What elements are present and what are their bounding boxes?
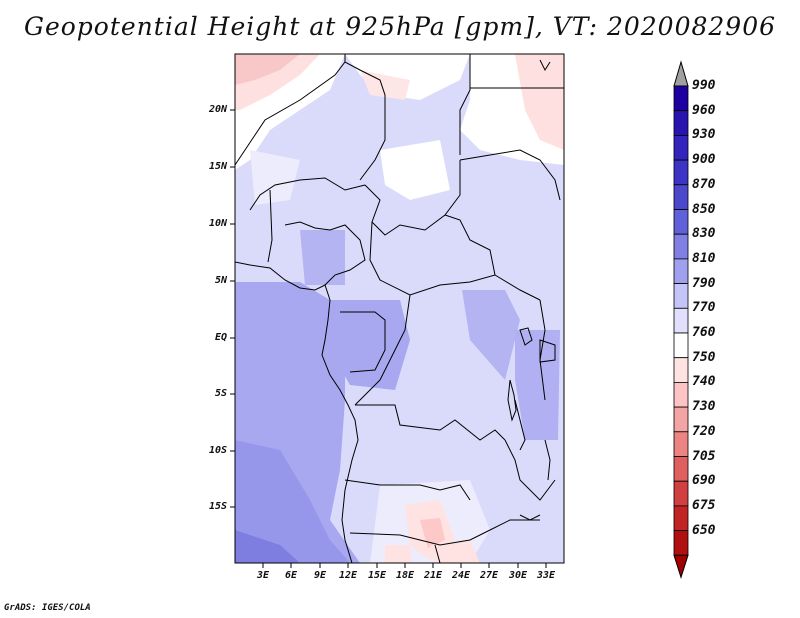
colorbar-label: 870 <box>692 176 716 192</box>
colorbar-label: 690 <box>692 473 716 489</box>
colorbar-label: 720 <box>692 423 716 439</box>
colorbar-swatch <box>673 357 689 383</box>
colorbar-swatch <box>673 159 689 186</box>
lat-label-20n: 20N <box>208 104 227 115</box>
lat-label-5s: 5S <box>214 388 227 399</box>
colorbar-swatch <box>673 381 689 408</box>
lat-label-5n: 5N <box>214 275 227 286</box>
colorbar-swatch <box>673 431 689 457</box>
colorbar-label: 760 <box>692 325 716 340</box>
lat-label-15n: 15N <box>208 161 227 172</box>
colorbar-label: 770 <box>692 300 716 316</box>
colorbar-swatch <box>673 258 689 284</box>
map-frame <box>234 53 565 564</box>
colorbar-label: 900 <box>692 152 716 168</box>
colorbar-label: 960 <box>692 102 716 118</box>
lon-label-6e: 6E <box>284 570 298 581</box>
colorbar-swatch <box>673 110 689 136</box>
lon-label-18e: 18E <box>395 570 415 581</box>
lon-label-24e: 24E <box>451 570 471 581</box>
colorbar-label: 650 <box>692 522 716 538</box>
colorbar-swatch <box>673 134 689 161</box>
colorbar-top-arrow <box>673 60 689 87</box>
lon-label-21e: 21E <box>423 570 443 581</box>
colorbar-swatch <box>673 85 689 112</box>
colorbar-swatch <box>673 505 689 531</box>
colorbar-swatch <box>673 332 689 359</box>
footer-credit: GrADS: IGES/COLA <box>4 603 91 613</box>
lon-label-12e: 12E <box>338 570 358 581</box>
colorbar <box>673 60 689 579</box>
colorbar-label: 705 <box>692 448 716 464</box>
height-field <box>235 54 564 563</box>
colorbar-swatch <box>673 456 689 482</box>
colorbar-label: 990 <box>692 78 716 93</box>
colorbar-swatch <box>673 530 689 556</box>
lat-label-10n: 10N <box>208 218 227 229</box>
lon-label-27e: 27E <box>479 570 499 581</box>
colorbar-swatch <box>673 184 689 210</box>
colorbar-label: 850 <box>692 201 716 217</box>
colorbar-swatch <box>673 480 689 507</box>
lat-label-10s: 10S <box>208 445 227 456</box>
lon-label-30e: 30E <box>508 570 528 581</box>
colorbar-swatch <box>673 406 689 433</box>
colorbar-swatch <box>673 233 689 260</box>
colorbar-label: 930 <box>692 127 716 143</box>
colorbar-label: 830 <box>692 226 716 242</box>
colorbar-swatch <box>673 283 689 309</box>
colorbar-swatch <box>673 209 689 235</box>
lat-label-eq: EQ <box>214 332 227 343</box>
colorbar-label: 675 <box>692 497 716 513</box>
colorbar-label: 810 <box>692 250 716 266</box>
colorbar-label: 790 <box>692 275 716 291</box>
colorbar-label: 750 <box>692 349 716 365</box>
boundaries <box>235 54 564 563</box>
map-title: Geopotential Height at 925hPa [gpm], VT:… <box>23 12 777 41</box>
axis-ticks <box>230 109 547 568</box>
lon-label-15e: 15E <box>367 570 387 581</box>
lon-label-33e: 33E <box>536 570 556 581</box>
colorbar-label: 740 <box>692 374 716 390</box>
colorbar-swatch <box>673 307 689 334</box>
lon-label-9e: 9E <box>313 570 327 581</box>
colorbar-bottom-arrow <box>673 554 689 579</box>
colorbar-label: 730 <box>692 399 716 415</box>
lat-label-15s: 15S <box>208 501 227 512</box>
lon-label-3e: 3E <box>256 570 270 581</box>
